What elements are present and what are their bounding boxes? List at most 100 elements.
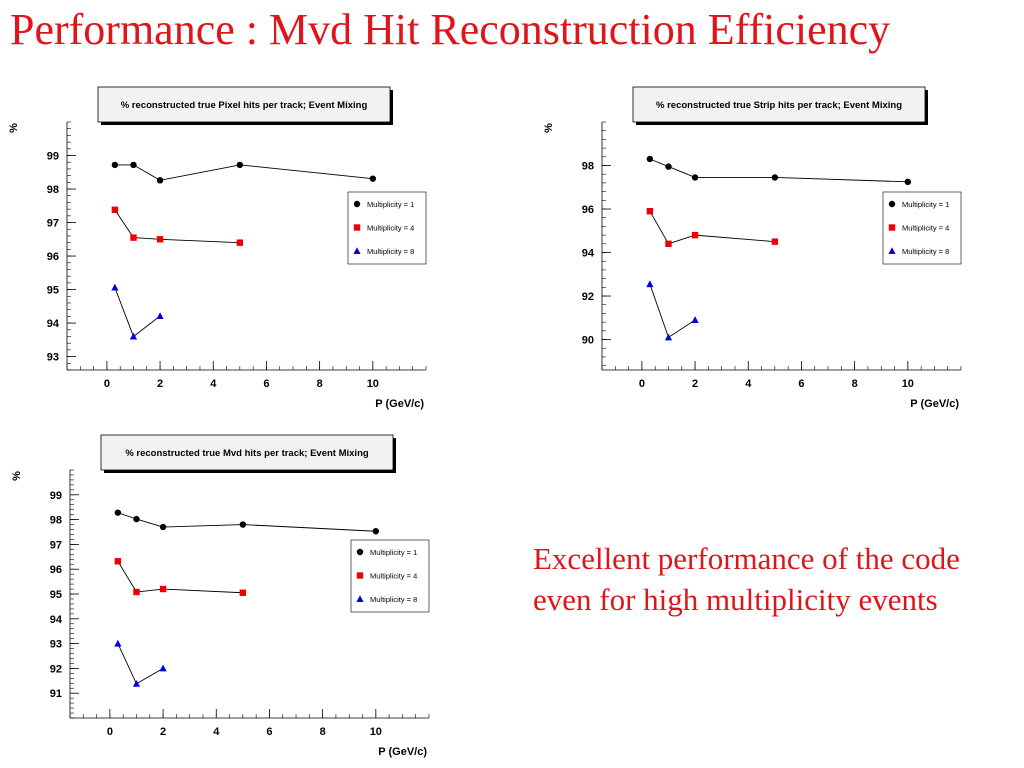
legend-label: Multiplicity = 8: [367, 247, 414, 256]
data-point: [114, 558, 122, 565]
data-point: [132, 679, 141, 687]
series-line: [114, 287, 161, 338]
y-tick-label: 92: [50, 663, 62, 675]
data-point: [904, 178, 912, 186]
mvd-efficiency-chart: % reconstructed true Mvd hits per track;…: [11, 434, 430, 758]
data-point: [691, 174, 699, 181]
x-tick-label: 4: [213, 726, 220, 738]
x-tick-label: 0: [639, 378, 645, 390]
chart-title: % reconstructed true Mvd hits per track;…: [125, 448, 369, 459]
x-tick-label: 4: [745, 378, 752, 390]
x-tick-label: 2: [160, 726, 166, 738]
data-point: [111, 161, 119, 169]
y-tick-label: 96: [582, 204, 594, 216]
legend-label: Multiplicity = 1: [902, 200, 949, 209]
y-tick-label: 98: [582, 161, 594, 173]
legend-label: Multiplicity = 4: [367, 224, 414, 233]
legend-marker: [356, 572, 364, 579]
legend-label: Multiplicity = 8: [370, 595, 417, 604]
x-tick-label: 6: [263, 378, 269, 390]
data-point: [664, 333, 673, 341]
data-point: [236, 161, 244, 169]
y-tick-label: 96: [50, 564, 62, 576]
x-tick-label: 10: [902, 378, 914, 390]
legend-box: [350, 539, 430, 613]
y-tick-label: 93: [47, 352, 59, 364]
series-line: [117, 643, 164, 685]
series-line: [117, 561, 243, 594]
y-axis-label: %: [543, 123, 555, 133]
data-point: [159, 664, 167, 672]
data-point: [130, 234, 137, 241]
y-tick-label: 95: [47, 285, 59, 297]
legend-box: [882, 191, 962, 265]
data-point: [114, 509, 122, 516]
x-tick-label: 4: [210, 378, 217, 390]
data-point: [665, 240, 672, 248]
y-tick-label: 97: [50, 539, 62, 551]
legend-marker: [888, 247, 896, 254]
data-point: [236, 239, 244, 246]
x-tick-label: 6: [266, 726, 272, 738]
y-tick-label: 97: [47, 218, 59, 230]
data-point: [156, 312, 164, 320]
data-point: [771, 174, 779, 181]
x-tick-label: 0: [107, 726, 113, 738]
data-point: [130, 161, 137, 169]
legend-marker: [353, 200, 361, 208]
title-box: [100, 434, 394, 471]
legend-marker: [353, 247, 361, 254]
x-tick-label: 0: [104, 378, 110, 390]
y-tick-label: 91: [50, 688, 62, 700]
legend-marker: [888, 224, 896, 231]
data-point: [369, 175, 377, 182]
y-axis-label: %: [8, 123, 20, 133]
data-point: [111, 206, 119, 214]
data-point: [159, 523, 167, 531]
data-point: [665, 163, 672, 170]
data-point: [114, 639, 122, 647]
slide-title: Performance : Mvd Hit Reconstruction Eff…: [10, 5, 891, 54]
legend-label: Multiplicity = 1: [367, 200, 414, 209]
data-point: [133, 515, 140, 523]
y-tick-label: 99: [50, 490, 62, 502]
x-axis-label: P (GeV/c): [378, 746, 427, 758]
y-axis-label: %: [11, 471, 23, 481]
y-tick-label: 99: [47, 151, 59, 163]
x-tick-label: 2: [157, 378, 163, 390]
data-point: [691, 316, 699, 323]
y-tick-label: 95: [50, 589, 62, 601]
y-tick-label: 92: [582, 291, 594, 303]
legend-label: Multiplicity = 8: [902, 247, 949, 256]
data-point: [133, 588, 140, 596]
chart-title: % reconstructed true Strip hits per trac…: [656, 100, 902, 111]
strip-efficiency-chart: % reconstructed true Strip hits per trac…: [543, 86, 962, 410]
series-line: [117, 512, 376, 532]
y-tick-label: 98: [50, 515, 62, 527]
data-point: [159, 585, 167, 593]
pixel-efficiency-chart: % reconstructed true Pixel hits per trac…: [8, 86, 427, 410]
data-point: [646, 207, 654, 215]
title-box: [97, 86, 391, 123]
y-tick-label: 94: [582, 248, 595, 260]
y-tick-label: 90: [582, 335, 594, 347]
legend-marker: [888, 200, 896, 208]
legend-label: Multiplicity = 1: [370, 548, 417, 557]
data-point: [771, 238, 779, 245]
series-line: [649, 158, 908, 183]
data-point: [239, 521, 247, 528]
summary-caption: Excellent performance of the code even f…: [533, 541, 960, 617]
series-line: [649, 283, 696, 339]
chart-title: % reconstructed true Pixel hits per trac…: [121, 100, 368, 111]
x-tick-label: 8: [317, 378, 323, 390]
series-line: [114, 164, 373, 181]
x-axis-label: P (GeV/c): [375, 398, 424, 410]
data-point: [691, 231, 699, 239]
x-tick-label: 6: [798, 378, 804, 390]
y-tick-label: 93: [50, 639, 62, 651]
x-tick-label: 2: [692, 378, 698, 390]
x-tick-label: 10: [367, 378, 379, 390]
x-tick-label: 8: [852, 378, 858, 390]
legend-marker: [353, 224, 361, 231]
data-point: [646, 280, 654, 288]
